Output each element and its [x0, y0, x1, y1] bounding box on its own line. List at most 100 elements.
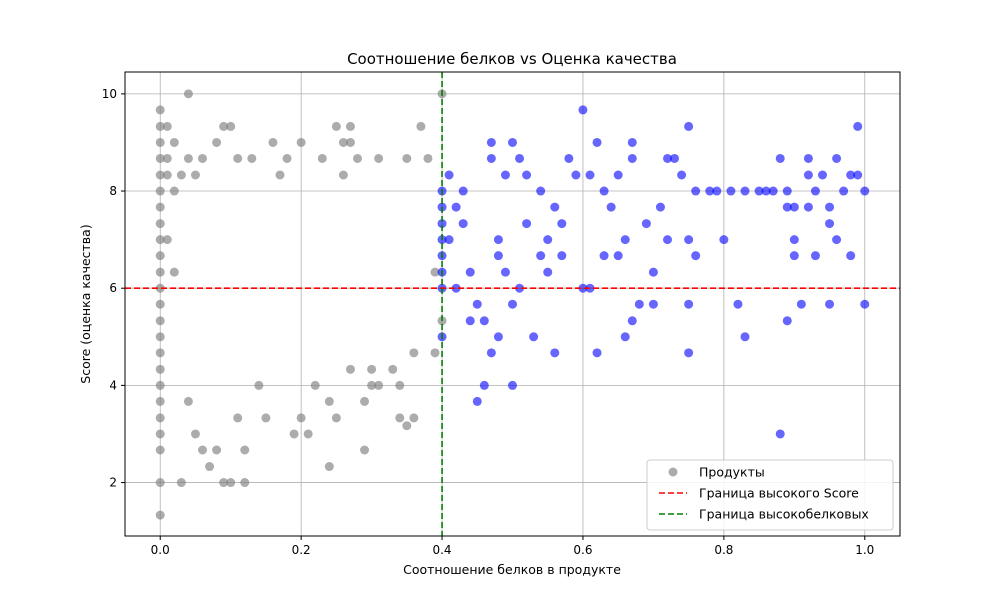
data-point-high-protein: [465, 316, 475, 326]
data-point-high-protein: [536, 251, 546, 261]
data-point-product: [247, 153, 257, 163]
data-point-product: [155, 332, 165, 342]
data-point-high-protein: [803, 153, 813, 163]
data-point-product: [155, 429, 165, 439]
data-point-product: [155, 445, 165, 455]
x-axis-label: Соотношение белков в продукте: [403, 562, 621, 577]
x-tick-label: 0.6: [573, 543, 592, 557]
data-point-high-protein: [620, 332, 630, 342]
data-point-product: [289, 429, 299, 439]
data-point-high-protein: [550, 202, 560, 212]
data-point-high-protein: [726, 186, 736, 196]
data-point-product: [367, 380, 377, 390]
data-point-product: [296, 137, 306, 147]
data-point-product: [219, 478, 229, 488]
data-point-product: [155, 219, 165, 229]
data-point-high-protein: [761, 186, 771, 196]
data-point-product: [155, 137, 165, 147]
data-point-high-protein: [846, 170, 856, 180]
data-point-product: [324, 396, 334, 406]
data-point-high-protein: [825, 299, 835, 309]
data-point-high-protein: [557, 251, 567, 261]
data-point-product: [176, 478, 186, 488]
data-point-product: [205, 462, 215, 472]
legend-label: Продукты: [699, 465, 765, 480]
data-point-high-protein: [592, 348, 602, 358]
data-point-high-protein: [655, 202, 665, 212]
data-point-product: [353, 153, 362, 163]
data-point-high-protein: [444, 170, 454, 180]
data-point-high-protein: [677, 170, 687, 180]
data-point-product: [423, 153, 433, 163]
y-tick-label: 10: [102, 87, 117, 101]
data-point-high-protein: [796, 299, 806, 309]
data-point-high-protein: [522, 219, 532, 229]
data-point-product: [331, 121, 341, 131]
y-tick-label: 6: [109, 281, 117, 295]
data-point-product: [190, 170, 200, 180]
data-point-product: [388, 364, 398, 374]
data-point-high-protein: [444, 235, 454, 245]
data-point-product: [338, 170, 348, 180]
data-point-high-protein: [634, 299, 644, 309]
data-point-product: [155, 267, 165, 277]
x-tick-label: 0.0: [151, 543, 170, 557]
data-point-product: [212, 445, 222, 455]
data-point-high-protein: [550, 348, 560, 358]
data-point-high-protein: [529, 332, 539, 342]
x-tick-label: 0.4: [432, 543, 451, 557]
data-point-high-protein: [853, 170, 863, 180]
legend-box: [646, 459, 894, 531]
data-point-product: [261, 413, 271, 423]
data-point-product: [155, 478, 165, 488]
data-point-high-protein: [803, 170, 813, 180]
data-point-product: [169, 267, 179, 277]
data-point-high-protein: [860, 186, 870, 196]
data-point-product: [409, 413, 419, 423]
data-point-high-protein: [691, 251, 701, 261]
data-point-high-protein: [486, 348, 496, 358]
data-point-high-protein: [599, 251, 609, 261]
data-point-high-protein: [437, 219, 447, 229]
data-point-product: [275, 170, 285, 180]
data-point-high-protein: [508, 299, 517, 309]
data-point-high-protein: [557, 219, 567, 229]
legend: Продукты Граница высокого Score Граница вы…: [646, 459, 894, 531]
data-point-high-protein: [641, 219, 651, 229]
data-point-product: [155, 283, 165, 293]
data-point-product: [226, 121, 236, 131]
data-point-product: [155, 380, 165, 390]
data-point-high-protein: [789, 202, 799, 212]
data-point-product: [402, 153, 412, 163]
data-point-high-protein: [486, 137, 496, 147]
data-point-product: [324, 462, 334, 472]
data-point-high-protein: [663, 153, 672, 163]
data-point-product: [198, 153, 207, 163]
data-point-high-protein: [515, 153, 525, 163]
data-point-product: [345, 121, 355, 131]
data-point-high-protein: [458, 186, 468, 196]
data-point-product: [155, 121, 165, 131]
data-point-high-protein: [684, 121, 694, 131]
data-point-product: [155, 170, 165, 180]
data-point-high-protein: [740, 186, 750, 196]
data-point-product: [317, 153, 327, 163]
ticks-layer: 0.0 0.2 0.4 0.6 0.8 1.0 2 4 6 8 10: [102, 87, 875, 557]
data-point-high-protein: [536, 186, 546, 196]
data-point-high-protein: [564, 153, 574, 163]
data-point-high-protein: [782, 202, 792, 212]
data-point-high-protein: [839, 186, 849, 196]
data-point-product: [219, 121, 229, 131]
data-point-high-protein: [832, 153, 842, 163]
data-point-high-protein: [592, 137, 602, 147]
data-point-high-protein: [663, 235, 672, 245]
data-point-product: [155, 364, 165, 374]
data-point-product: [162, 153, 172, 163]
data-point-product: [310, 380, 320, 390]
data-point-product: [169, 137, 179, 147]
data-point-product: [282, 153, 292, 163]
data-point-high-protein: [479, 316, 489, 326]
data-point-high-protein: [620, 235, 630, 245]
data-point-high-protein: [775, 429, 785, 439]
